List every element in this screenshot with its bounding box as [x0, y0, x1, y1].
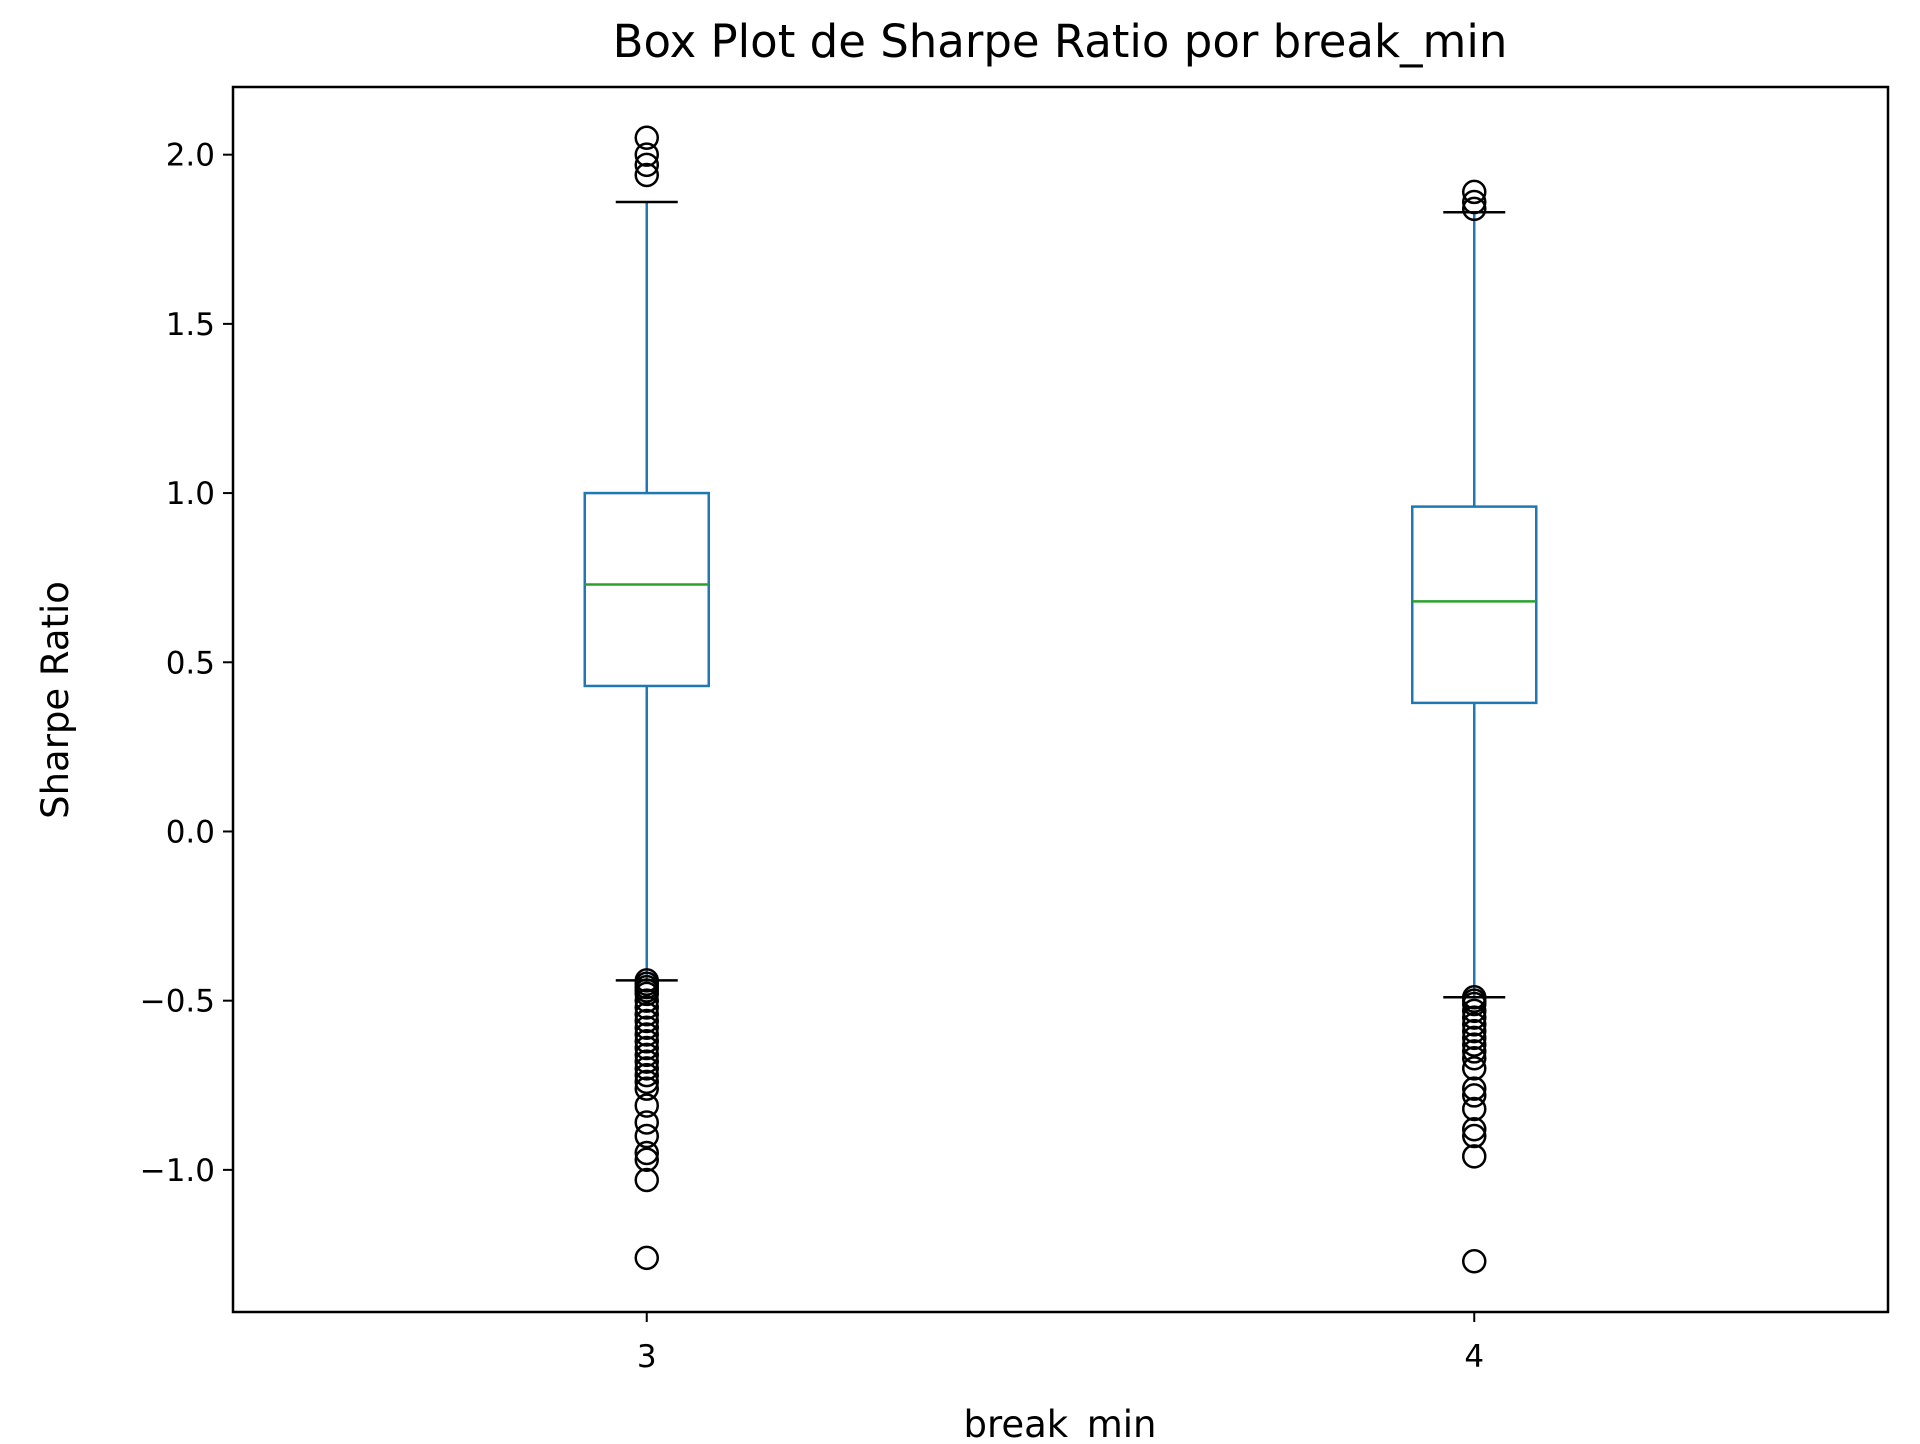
outlier-point	[1462, 1018, 1487, 1044]
outlier-point	[1462, 1117, 1487, 1142]
outlier-point	[634, 142, 659, 167]
outlier-point	[634, 162, 659, 188]
outlier-point	[1462, 1045, 1487, 1071]
outlier-point	[634, 1062, 659, 1088]
outlier-point	[634, 981, 659, 1007]
outlier-point	[634, 1123, 659, 1149]
y-tick-label: 1.0	[166, 476, 215, 512]
outlier-point	[634, 988, 659, 1013]
outlier-point	[1462, 1248, 1487, 1274]
y-axis-label: Sharpe Ratio	[34, 581, 77, 819]
plot-area	[583, 125, 1538, 1274]
outlier-point	[634, 1035, 659, 1061]
outlier-point	[1462, 1032, 1487, 1057]
outlier-point	[634, 1008, 659, 1034]
outlier-point	[1462, 189, 1487, 215]
outlier-point	[634, 1029, 659, 1054]
outlier-point	[634, 1022, 659, 1047]
outlier-point	[634, 1167, 659, 1193]
outlier-point	[634, 152, 659, 178]
outlier-point	[1462, 1096, 1487, 1122]
y-tick-label: 0.0	[166, 814, 215, 850]
outlier-point	[634, 1140, 659, 1166]
outlier-point	[1462, 1056, 1487, 1081]
box-iqr	[1411, 505, 1538, 705]
box-iqr	[583, 491, 710, 688]
outlier-point	[634, 995, 659, 1020]
chart-title: Box Plot de Sharpe Ratio por break_min	[613, 15, 1508, 68]
outlier-point	[1462, 1025, 1487, 1051]
plot-frame	[231, 85, 1890, 1314]
y-axis: −1.0 −0.5 0.0 0.5 1.0 1.5 2.0	[140, 138, 233, 1189]
x-axis-label: break_min	[963, 1403, 1156, 1440]
outlier-point	[1462, 1076, 1487, 1101]
outlier-point	[1462, 1005, 1487, 1030]
outlier-point	[634, 1069, 659, 1095]
outlier-point	[1462, 991, 1487, 1017]
box-group-4	[1411, 179, 1538, 1274]
outlier-point	[634, 1245, 659, 1271]
outlier-point	[634, 1056, 659, 1081]
outlier-point	[1462, 1083, 1487, 1108]
y-tick-label: −0.5	[140, 984, 215, 1020]
outlier-point	[634, 1110, 659, 1135]
x-tick-label: 3	[637, 1339, 657, 1375]
outlier-point	[1462, 1144, 1487, 1169]
box-group-3	[583, 125, 710, 1271]
outlier-point	[634, 1076, 659, 1101]
outlier-point	[1462, 1012, 1487, 1037]
y-tick-label: 1.5	[166, 307, 215, 343]
outlier-point	[1462, 1039, 1487, 1064]
outlier-point	[634, 1015, 659, 1040]
outlier-point	[1462, 1123, 1487, 1149]
y-tick-label: −1.0	[140, 1153, 215, 1189]
outlier-point	[634, 1093, 659, 1118]
outlier-point	[634, 1147, 659, 1172]
outlier-point	[634, 125, 659, 151]
outlier-point	[634, 1049, 659, 1074]
y-tick-label: 0.5	[166, 645, 215, 681]
outlier-point	[1462, 196, 1487, 222]
outlier-point	[634, 1001, 659, 1027]
y-tick-label: 2.0	[166, 138, 215, 174]
outlier-point	[1462, 998, 1487, 1024]
x-tick-label: 4	[1464, 1339, 1484, 1375]
outlier-point	[1462, 179, 1487, 205]
outlier-point	[634, 1042, 659, 1068]
